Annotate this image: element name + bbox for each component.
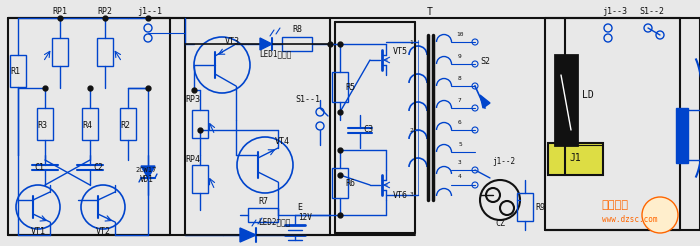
Text: R3: R3 — [37, 121, 47, 129]
Text: VT4: VT4 — [275, 138, 290, 147]
Text: R7: R7 — [258, 198, 268, 206]
Text: T: T — [427, 7, 433, 17]
Bar — [332, 168, 348, 198]
Text: S1--1: S1--1 — [295, 95, 320, 105]
Bar — [37, 108, 53, 140]
Text: R1: R1 — [10, 67, 20, 77]
Text: R8: R8 — [292, 26, 302, 34]
Bar — [555, 55, 577, 145]
Text: 10: 10 — [456, 31, 463, 36]
Text: 3: 3 — [410, 193, 413, 198]
Text: C2: C2 — [93, 163, 103, 171]
Text: 6: 6 — [458, 120, 462, 124]
Text: S2: S2 — [480, 58, 490, 66]
Text: 维库一下: 维库一下 — [601, 200, 629, 210]
Bar — [282, 37, 312, 51]
Text: 8: 8 — [458, 76, 462, 80]
Polygon shape — [480, 95, 490, 108]
Text: C3: C3 — [363, 125, 373, 135]
Text: 7: 7 — [458, 97, 462, 103]
Circle shape — [642, 197, 678, 233]
Bar — [192, 165, 208, 193]
Text: j1--2: j1--2 — [492, 157, 515, 167]
Bar — [332, 72, 348, 102]
Text: R4: R4 — [82, 121, 92, 129]
Text: j1--3: j1--3 — [603, 7, 627, 16]
Text: VT2: VT2 — [95, 228, 111, 236]
Text: R6: R6 — [345, 179, 355, 187]
Bar — [52, 38, 68, 66]
Text: www.dzsc.com: www.dzsc.com — [602, 215, 658, 225]
Bar — [120, 108, 136, 140]
Text: R9: R9 — [535, 203, 545, 213]
Text: VT5: VT5 — [393, 47, 408, 57]
Bar — [97, 38, 113, 66]
Text: 3: 3 — [458, 159, 462, 165]
Text: R2: R2 — [120, 121, 130, 129]
Text: VT6: VT6 — [393, 190, 408, 200]
Text: 4: 4 — [458, 174, 462, 180]
Text: S1--2: S1--2 — [640, 7, 664, 16]
Bar — [676, 108, 688, 163]
Text: 9: 9 — [458, 53, 462, 59]
Bar — [10, 55, 26, 87]
Text: VT1: VT1 — [31, 228, 46, 236]
Text: 1: 1 — [410, 40, 413, 45]
Text: 12V: 12V — [298, 214, 312, 222]
Text: 2: 2 — [410, 127, 413, 133]
Text: R5: R5 — [345, 83, 355, 92]
Polygon shape — [260, 38, 272, 50]
Text: RP2: RP2 — [97, 7, 113, 16]
Text: 5: 5 — [458, 141, 462, 147]
Text: VD1: VD1 — [140, 175, 154, 184]
Text: E: E — [298, 203, 302, 213]
Text: VT3: VT3 — [225, 37, 240, 46]
Bar — [517, 193, 533, 221]
Text: j1--1: j1--1 — [137, 7, 162, 16]
Text: J1: J1 — [569, 153, 581, 163]
Polygon shape — [240, 228, 256, 242]
Bar — [82, 108, 98, 140]
Bar — [192, 110, 208, 138]
Polygon shape — [141, 166, 155, 178]
Text: CZ: CZ — [495, 218, 505, 228]
Text: LD: LD — [582, 90, 594, 100]
Text: RP1: RP1 — [52, 7, 67, 16]
Text: RP3: RP3 — [185, 95, 200, 105]
Text: RP4: RP4 — [185, 155, 200, 165]
Text: LED1（红）: LED1（红） — [259, 49, 291, 59]
Bar — [248, 208, 278, 222]
Text: C1: C1 — [34, 163, 44, 171]
Text: LED2（绿）: LED2（绿） — [258, 217, 290, 227]
Bar — [548, 143, 603, 175]
Text: 2CW17: 2CW17 — [135, 167, 156, 173]
